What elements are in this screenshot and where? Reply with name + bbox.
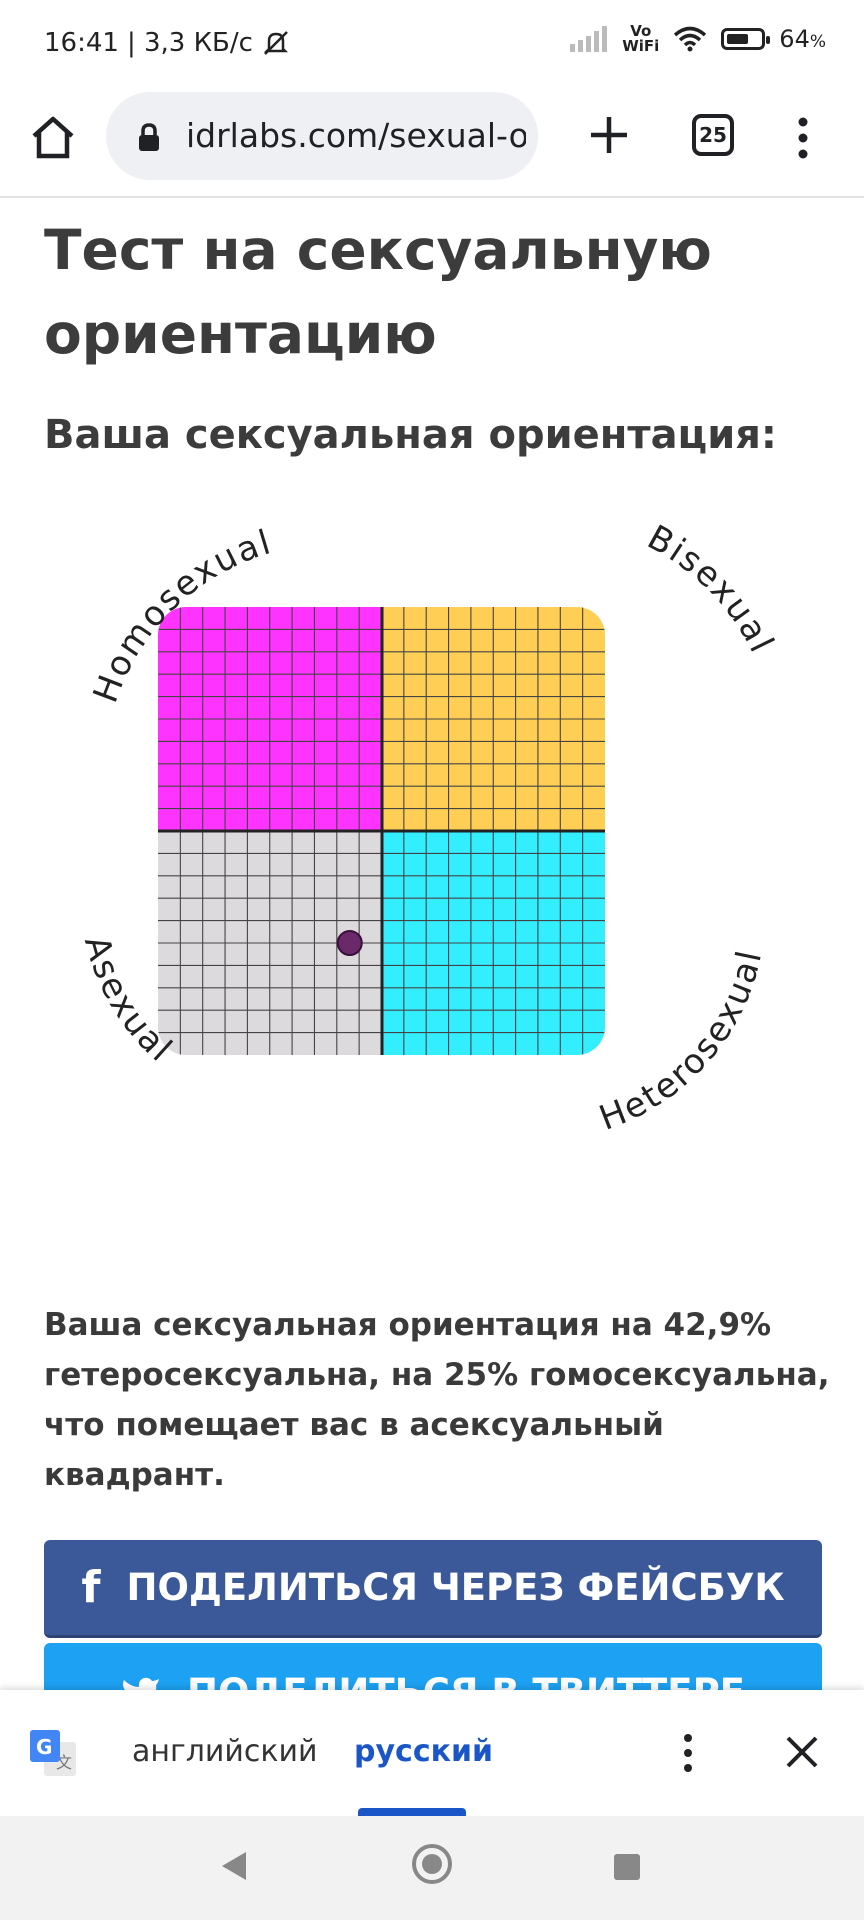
battery-unit: % [809, 32, 826, 52]
active-tab-indicator [358, 1808, 466, 1816]
page-title: Тест на сексуальную ориентацию [44, 218, 712, 366]
vowifi-top: Vo [630, 22, 652, 40]
mute-bell-icon [263, 31, 288, 55]
lang-target-tab[interactable]: русский [354, 1734, 493, 1769]
label-heterosexual: Heterosexual [594, 946, 770, 1139]
result-subtitle: Ваша сексуальная ориентация: [44, 412, 777, 458]
url-text: idrlabs.com/sexual-orientation-test/resu… [186, 116, 526, 155]
browser-toolbar: idrlabs.com/sexual-orientation-test/resu… [0, 90, 864, 198]
result-description: Ваша сексуальная ориентация на 42,9% гет… [44, 1307, 830, 1493]
signal-icon [570, 26, 608, 52]
close-icon[interactable] [782, 1732, 822, 1772]
status-speed: | 3,3 КБ/с [126, 28, 253, 58]
chart-svg: Homosexual Bisexual Asexual Heterosexual [76, 518, 782, 1139]
battery-percent: 64 [779, 25, 810, 53]
status-left: 16:41 | 3,3 КБ/с [44, 28, 291, 58]
google-translate-icon: 文 G [30, 1730, 76, 1776]
facebook-icon: f [81, 1562, 101, 1613]
label-heterosexual-text: Heterosexual [594, 946, 768, 1139]
status-right: Vo WiFi 64% [568, 24, 826, 54]
grid-lines [158, 607, 605, 1055]
vowifi-icon: Vo WiFi [622, 24, 659, 54]
new-tab-icon[interactable] [584, 110, 634, 160]
home-icon[interactable] [28, 112, 78, 162]
lang-source-tab[interactable]: английский [132, 1734, 318, 1769]
status-bar: 16:41 | 3,3 КБ/с Vo WiFi 64% [0, 0, 864, 90]
battery-fill [727, 34, 748, 44]
tab-switcher-button[interactable]: 25 [692, 114, 734, 156]
orientation-chart: Homosexual Bisexual Asexual Heterosexual [60, 510, 800, 1270]
share-facebook-label: ПОДЕЛИТЬСЯ ЧЕРЕЗ ФЕЙСБУК [126, 1566, 785, 1609]
system-nav-bar [0, 1816, 864, 1920]
wifi-icon [674, 26, 707, 52]
label-bisexual: Bisexual [641, 518, 782, 661]
nav-home-icon[interactable] [412, 1844, 452, 1884]
status-time: 16:41 [44, 28, 119, 58]
points-layer [336, 930, 363, 956]
recent-apps-icon[interactable] [614, 1854, 640, 1880]
battery-icon [721, 28, 771, 50]
svg-text:文: 文 [56, 1753, 72, 1772]
translate-bar: 文 G английский русский [0, 1690, 864, 1817]
result-point [336, 930, 363, 956]
quadrant-group [158, 607, 605, 1055]
label-bisexual-text: Bisexual [641, 518, 780, 661]
svg-text:G: G [36, 1735, 52, 1759]
battery-text: 64% [779, 25, 826, 53]
lock-icon [139, 123, 159, 151]
share-facebook-button[interactable]: f ПОДЕЛИТЬСЯ ЧЕРЕЗ ФЕЙСБУК [44, 1540, 822, 1638]
vowifi-bottom: WiFi [622, 37, 660, 55]
address-bar[interactable]: idrlabs.com/sexual-orientation-test/resu… [106, 92, 538, 180]
back-icon[interactable] [218, 1850, 248, 1882]
menu-kebab-icon[interactable] [786, 114, 820, 162]
translate-menu-icon[interactable] [676, 1728, 700, 1778]
